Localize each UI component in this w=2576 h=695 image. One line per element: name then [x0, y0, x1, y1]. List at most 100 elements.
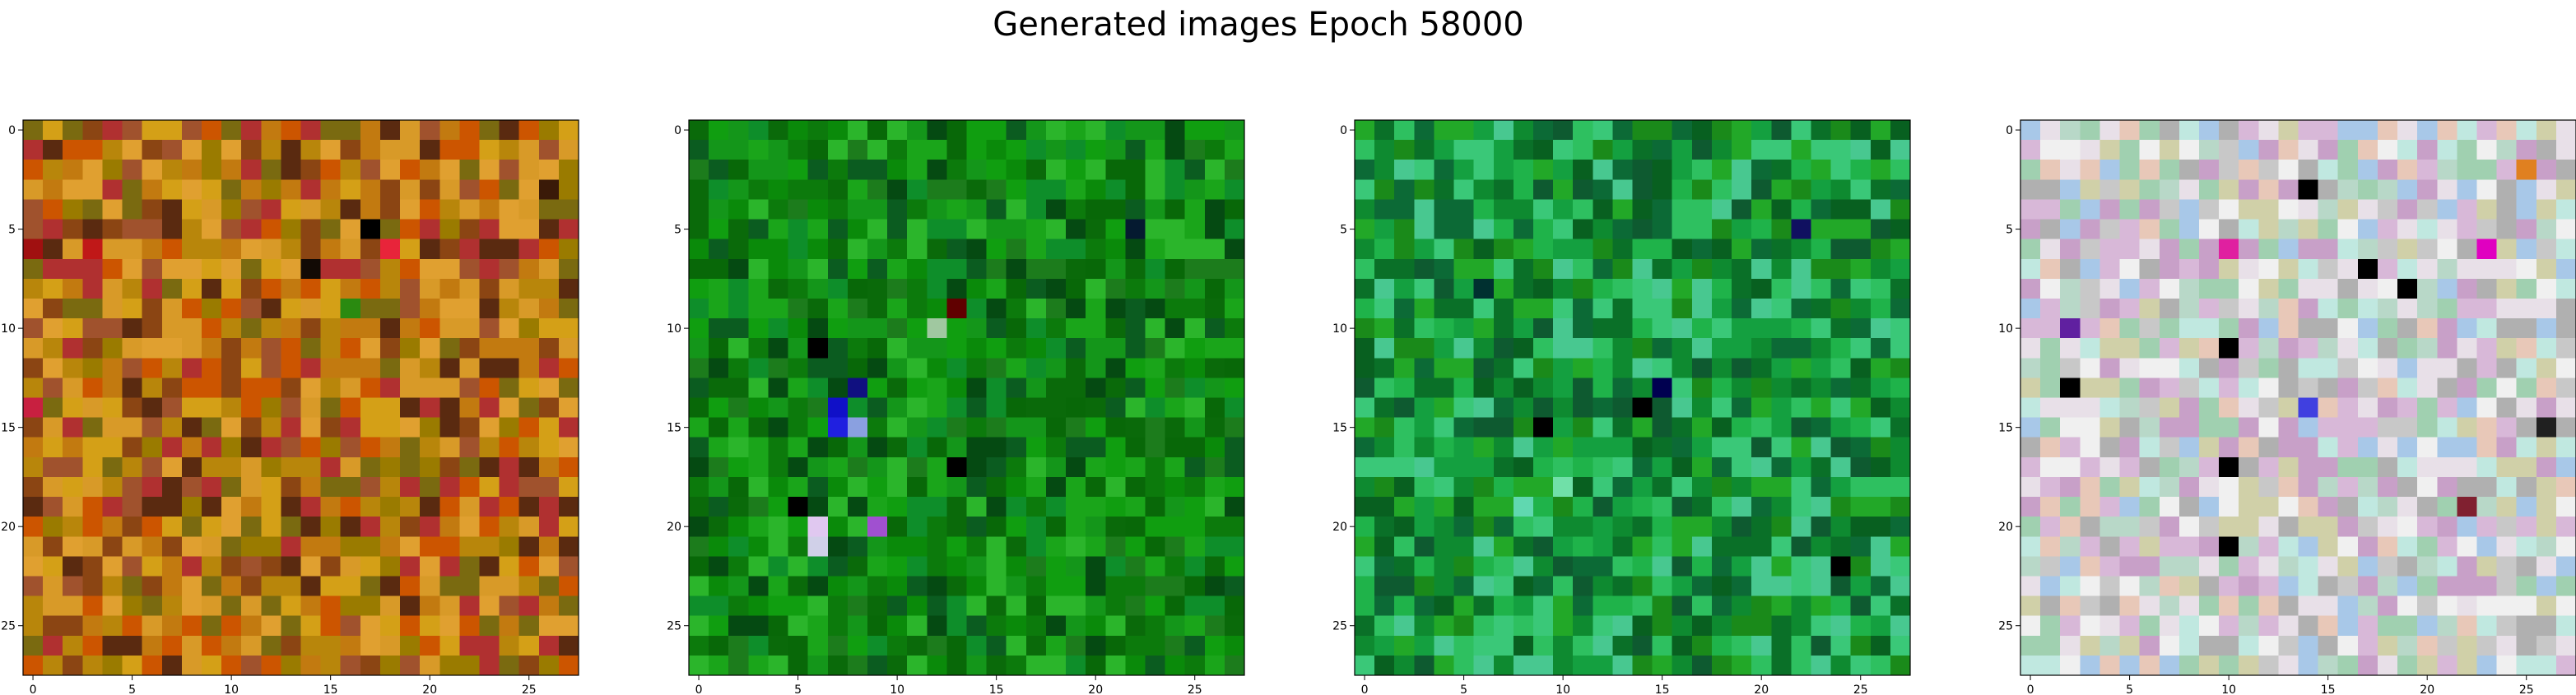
pixel-cell [1473, 655, 1495, 676]
pixel-cell [867, 456, 888, 478]
pixel-cell [1165, 378, 1186, 399]
pixel-cell [300, 635, 322, 656]
pixel-cell [479, 417, 500, 438]
pixel-cell [1394, 378, 1415, 399]
pixel-cell [847, 179, 868, 201]
pixel-cell [82, 338, 104, 359]
pixel-cell [2060, 655, 2081, 676]
pixel-cell [2119, 120, 2141, 141]
pixel-cell [360, 476, 381, 498]
pixel-cell [1850, 635, 1872, 656]
pixel-cell [439, 536, 460, 557]
pixel-cell [400, 576, 421, 597]
pixel-cell [82, 556, 104, 577]
pixel-cell [1573, 476, 1593, 498]
pixel-cell [261, 576, 281, 597]
pixel-cell [102, 219, 123, 240]
pixel-cell [122, 556, 143, 577]
pixel-cell [2219, 655, 2239, 676]
pixel-cell [2337, 417, 2359, 438]
pixel-cell [142, 635, 163, 656]
pixel-cell [459, 437, 481, 458]
pixel-cell [2099, 358, 2121, 378]
pixel-cell [2219, 179, 2239, 201]
pixel-cell [748, 615, 770, 637]
pixel-cell [1830, 615, 1852, 637]
pixel-cell [2239, 140, 2259, 160]
pixel-cell [1553, 456, 1574, 478]
pixel-cell [2516, 199, 2537, 220]
pixel-cell [261, 378, 281, 399]
pixel-cell [1691, 417, 1713, 438]
pixel-cell [689, 199, 709, 220]
pixel-cell [1066, 278, 1086, 299]
pixel-cell [340, 497, 361, 517]
pixel-cell [1125, 160, 1146, 180]
pixel-cell [320, 476, 342, 498]
pixel-cell [201, 258, 222, 280]
pixel-cell [2119, 140, 2141, 160]
pixel-cell [1105, 417, 1126, 438]
pixel-cell [827, 615, 849, 637]
pixel-cell [1006, 556, 1027, 577]
pixel-cell [1870, 239, 1891, 260]
pixel-cell [2417, 298, 2438, 319]
pixel-cell [2219, 199, 2239, 220]
pixel-cell [986, 497, 1007, 517]
pixel-cell [2178, 397, 2200, 419]
pixel-cell [2318, 199, 2339, 220]
pixel-cell [1532, 160, 1554, 180]
pixel-cell [2119, 219, 2141, 240]
pixel-cell [23, 258, 44, 280]
pixel-cell [439, 417, 460, 438]
pixel-cell [379, 635, 401, 656]
pixel-cell [927, 517, 947, 537]
pixel-cell [788, 298, 809, 319]
pixel-cell [1204, 517, 1225, 537]
pixel-cell [459, 298, 481, 319]
pixel-cell [1632, 517, 1653, 537]
pixel-cell [241, 239, 262, 260]
pixel-cell [2178, 536, 2200, 557]
pixel-cell [63, 338, 83, 359]
pixel-cell [2298, 635, 2319, 656]
pixel-cell [2239, 120, 2259, 141]
pixel-cell [986, 120, 1007, 141]
pixel-cell [1811, 397, 1832, 419]
pixel-cell [2457, 595, 2478, 617]
pixel-cell [1593, 278, 1613, 299]
pixel-cell [1025, 140, 1047, 160]
pixel-cell [459, 476, 481, 498]
pixel-cell [2060, 476, 2081, 498]
pixel-cell [2496, 160, 2518, 180]
pixel-cell [1414, 456, 1435, 478]
pixel-cell [2219, 358, 2239, 378]
pixel-cell [340, 595, 361, 617]
pixel-cell [1890, 397, 1911, 419]
pixel-cell [2536, 476, 2557, 498]
pixel-cell [2278, 219, 2299, 240]
pixel-cell [2239, 239, 2259, 260]
pixel-cell [1791, 476, 1812, 498]
pixel-cell [538, 378, 560, 399]
pixel-cell [1086, 437, 1106, 458]
pixel-cell [1204, 595, 1225, 617]
pixel-cell [2159, 497, 2180, 517]
pixel-cell [1672, 556, 1693, 577]
pixel-cell [2357, 258, 2378, 280]
pixel-cell [201, 417, 222, 438]
pixel-cell [340, 635, 361, 656]
pixel-cell [281, 160, 302, 180]
pixel-cell [1453, 576, 1475, 597]
y-tick-label: 25 [667, 620, 681, 633]
pixel-cell [867, 595, 888, 617]
pixel-cell [2457, 397, 2478, 419]
pixel-cell [2258, 199, 2279, 220]
pixel-cell [1771, 160, 1792, 180]
pixel-cell [181, 615, 202, 637]
pixel-cell [1184, 258, 1206, 280]
pixel-cell [709, 278, 729, 299]
pixel-cell [2555, 517, 2576, 537]
pixel-cell [1632, 497, 1653, 517]
pixel-cell [827, 378, 849, 399]
